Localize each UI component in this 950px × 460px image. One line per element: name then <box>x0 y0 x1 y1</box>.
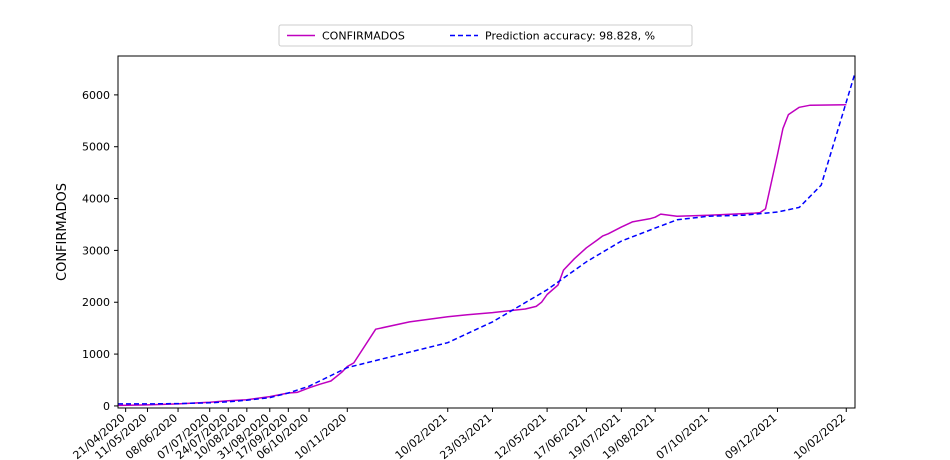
y-axis-label: CONFIRMADOS <box>55 183 70 281</box>
legend-label-prediction: Prediction accuracy: 98.828, % <box>485 30 655 43</box>
y-tick-label: 1000 <box>82 348 110 361</box>
legend-box <box>278 24 693 47</box>
series-line-confirmados <box>117 103 847 407</box>
legend: CONFIRMADOS Prediction accuracy: 98.828,… <box>278 24 693 47</box>
y-tick-label: 3000 <box>82 244 110 257</box>
series-line-prediction <box>118 72 856 405</box>
y-tick-label: 6000 <box>82 89 110 102</box>
y-ticks: 0 1000 2000 3000 4000 5000 6000 <box>82 89 118 413</box>
y-tick-label: 0 <box>103 400 110 413</box>
y-tick-label: 4000 <box>82 193 110 206</box>
y-tick-label: 5000 <box>82 141 110 154</box>
y-tick-label: 2000 <box>82 296 110 309</box>
plot-frame <box>117 55 856 409</box>
series-layer <box>117 72 856 407</box>
legend-label-confirmados: CONFIRMADOS <box>322 30 405 43</box>
